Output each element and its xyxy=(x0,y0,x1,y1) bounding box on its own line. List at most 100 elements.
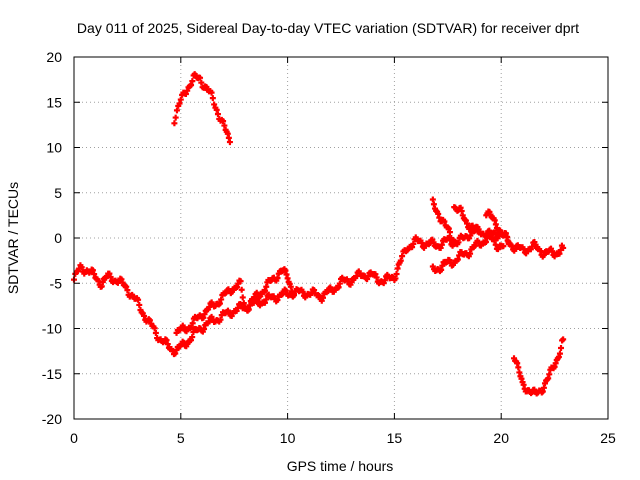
data-point xyxy=(397,257,404,264)
y-tick-label: -20 xyxy=(42,411,62,427)
data-point xyxy=(430,239,437,246)
data-point xyxy=(491,237,498,244)
data-point xyxy=(467,250,474,257)
data-point xyxy=(299,288,306,295)
data-point xyxy=(436,214,443,221)
series-isolated-arc-high xyxy=(171,71,233,146)
data-point xyxy=(409,244,416,251)
data-point xyxy=(365,273,372,280)
data-point xyxy=(556,350,563,357)
data-point xyxy=(123,283,130,290)
data-point xyxy=(106,270,113,277)
chart-title: Day 011 of 2025, Sidereal Day-to-day VTE… xyxy=(77,20,579,36)
x-tick-label: 10 xyxy=(280,430,296,446)
data-point xyxy=(221,122,228,129)
x-tick-label: 25 xyxy=(600,430,616,446)
data-point xyxy=(172,114,179,121)
data-point xyxy=(189,320,196,327)
data-point xyxy=(163,337,170,344)
data-point xyxy=(274,275,281,282)
x-tick-label: 20 xyxy=(493,430,509,446)
data-point xyxy=(146,317,153,324)
data-point xyxy=(473,223,480,230)
data-point xyxy=(226,139,233,146)
data-point xyxy=(453,239,460,246)
data-point xyxy=(78,264,85,271)
data-point xyxy=(441,218,448,225)
data-point xyxy=(474,228,481,235)
data-point xyxy=(319,294,326,301)
data-point xyxy=(261,299,268,306)
data-points xyxy=(71,71,567,397)
data-point xyxy=(201,311,208,318)
data-point xyxy=(141,312,148,319)
data-point xyxy=(263,296,270,303)
data-point xyxy=(558,344,565,351)
series-main-trace xyxy=(71,224,567,358)
data-point xyxy=(188,337,195,344)
data-point xyxy=(188,324,195,331)
data-point xyxy=(454,256,461,263)
data-point xyxy=(372,271,379,278)
data-point xyxy=(482,239,489,246)
y-tick-label: 0 xyxy=(54,230,62,246)
y-tick-label: 20 xyxy=(46,49,62,65)
series-spike-near-hour-19 xyxy=(483,208,513,247)
data-point xyxy=(190,329,197,336)
data-point xyxy=(189,334,196,341)
data-point xyxy=(311,287,318,294)
data-point xyxy=(164,341,171,348)
data-point xyxy=(254,297,261,304)
data-point xyxy=(532,241,539,248)
data-point xyxy=(439,262,446,269)
series-upper-branch xyxy=(173,266,298,336)
data-point xyxy=(560,336,567,343)
data-point xyxy=(282,287,289,294)
data-point xyxy=(198,79,205,86)
data-point xyxy=(209,95,216,102)
data-point xyxy=(381,277,388,284)
data-point xyxy=(200,314,207,321)
y-tick-label: 15 xyxy=(46,94,62,110)
x-tick-label: 0 xyxy=(70,430,78,446)
data-point xyxy=(135,296,142,303)
data-point xyxy=(274,296,281,303)
data-point xyxy=(335,284,342,291)
data-point xyxy=(197,74,204,81)
data-point xyxy=(189,78,196,85)
series-isolated-arc-low xyxy=(511,336,567,397)
data-point xyxy=(262,287,269,294)
data-point xyxy=(218,296,225,303)
y-tick-label: -10 xyxy=(42,321,62,337)
series-spike-near-hour-18 xyxy=(451,204,481,235)
data-point xyxy=(182,90,189,97)
data-point xyxy=(316,292,323,299)
data-point xyxy=(393,270,400,277)
data-point xyxy=(220,118,227,125)
data-point xyxy=(214,111,221,118)
data-point xyxy=(107,273,114,280)
y-tick-label: 5 xyxy=(54,185,62,201)
y-tick-label: -15 xyxy=(42,366,62,382)
data-point xyxy=(437,244,444,251)
grid xyxy=(74,57,608,419)
data-point xyxy=(205,318,212,325)
data-point xyxy=(237,278,244,285)
data-point xyxy=(177,96,184,103)
data-point xyxy=(184,87,191,94)
data-point xyxy=(201,326,208,333)
data-point xyxy=(136,301,143,308)
data-point xyxy=(176,100,183,107)
data-point xyxy=(506,240,513,247)
data-point xyxy=(336,280,343,287)
data-point xyxy=(549,248,556,255)
data-point xyxy=(171,120,178,127)
data-point xyxy=(172,350,179,357)
y-tick-label: 10 xyxy=(46,140,62,156)
data-point xyxy=(448,234,455,241)
data-point xyxy=(233,284,240,291)
data-point xyxy=(410,240,417,247)
x-tick-label: 15 xyxy=(387,430,403,446)
data-point xyxy=(500,243,507,250)
